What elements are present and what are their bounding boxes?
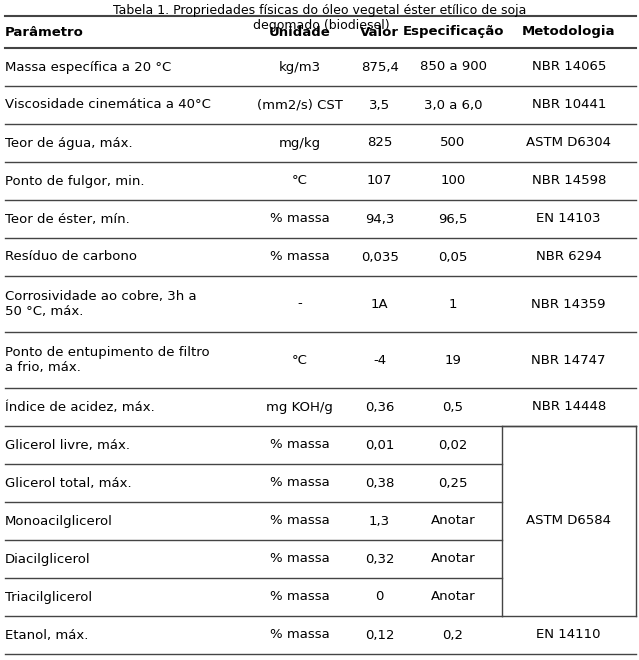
Text: 0,38: 0,38 [365,477,394,490]
Text: Massa específica a 20 °C: Massa específica a 20 °C [5,61,171,73]
Text: ASTM D6304: ASTM D6304 [526,137,612,150]
Text: 19: 19 [445,354,461,366]
Text: Corrosividade ao cobre, 3h a
50 °C, máx.: Corrosividade ao cobre, 3h a 50 °C, máx. [5,290,197,318]
Text: 0,01: 0,01 [365,438,394,451]
Text: Resíduo de carbono: Resíduo de carbono [5,251,137,263]
Text: % massa: % massa [270,213,330,226]
Text: % massa: % massa [270,591,330,603]
Text: NBR 14065: NBR 14065 [532,61,606,73]
Text: -4: -4 [373,354,386,366]
Text: 100: 100 [440,174,466,187]
Text: Metodologia: Metodologia [522,26,615,38]
Text: 1,3: 1,3 [369,515,390,527]
Text: Parâmetro: Parâmetro [5,26,84,38]
Text: 96,5: 96,5 [438,213,468,226]
Text: °C: °C [292,174,307,187]
Text: 3,5: 3,5 [369,98,390,112]
Text: 0,02: 0,02 [438,438,468,451]
Text: % massa: % massa [270,515,330,527]
Text: Anotar: Anotar [431,515,475,527]
Text: (mm2/s) CST: (mm2/s) CST [257,98,343,112]
Text: Teor de éster, mín.: Teor de éster, mín. [5,213,130,226]
Text: Tabela 1. Propriedades físicas do óleo vegetal éster etílico de soja
 degomado (: Tabela 1. Propriedades físicas do óleo v… [113,4,526,32]
Text: % massa: % massa [270,251,330,263]
Text: Triacilglicerol: Triacilglicerol [5,591,92,603]
Text: °C: °C [292,354,307,366]
Text: 107: 107 [367,174,392,187]
Text: Ponto de entupimento de filtro
a frio, máx.: Ponto de entupimento de filtro a frio, m… [5,346,210,374]
Text: 875,4: 875,4 [360,61,399,73]
Text: EN 14110: EN 14110 [537,628,601,642]
Text: 3,0 a 6,0: 3,0 a 6,0 [424,98,482,112]
Text: Ponto de fulgor, min.: Ponto de fulgor, min. [5,174,144,187]
Text: Glicerol livre, máx.: Glicerol livre, máx. [5,438,130,451]
Text: EN 14103: EN 14103 [537,213,601,226]
Text: 500: 500 [440,137,466,150]
Text: 0,5: 0,5 [443,401,463,414]
Text: 825: 825 [367,137,392,150]
Text: Anotar: Anotar [431,552,475,566]
Text: 94,3: 94,3 [365,213,394,226]
Text: % massa: % massa [270,438,330,451]
Text: Valor: Valor [360,26,399,38]
Text: mg KOH/g: mg KOH/g [266,401,333,414]
Text: Índice de acidez, máx.: Índice de acidez, máx. [5,401,155,414]
Text: NBR 14747: NBR 14747 [532,354,606,366]
Text: Glicerol total, máx.: Glicerol total, máx. [5,477,132,490]
Text: 0,2: 0,2 [443,628,463,642]
Text: Teor de água, máx.: Teor de água, máx. [5,137,133,150]
Text: Viscosidade cinemática a 40°C: Viscosidade cinemática a 40°C [5,98,211,112]
Text: 0,05: 0,05 [438,251,468,263]
Text: NBR 14359: NBR 14359 [532,298,606,310]
Text: Etanol, máx.: Etanol, máx. [5,628,88,642]
Text: Unidade: Unidade [269,26,330,38]
Text: mg/kg: mg/kg [279,137,321,150]
Text: NBR 14598: NBR 14598 [532,174,606,187]
Text: kg/m3: kg/m3 [279,61,321,73]
Text: Anotar: Anotar [431,591,475,603]
Text: 850 a 900: 850 a 900 [420,61,486,73]
Text: Especificação: Especificação [403,26,504,38]
Text: Monoacilglicerol: Monoacilglicerol [5,515,113,527]
Text: % massa: % massa [270,628,330,642]
Text: NBR 14448: NBR 14448 [532,401,606,414]
Text: % massa: % massa [270,552,330,566]
Text: 0: 0 [375,591,384,603]
Text: 1: 1 [449,298,458,310]
Text: % massa: % massa [270,477,330,490]
Text: 0,25: 0,25 [438,477,468,490]
Text: 0,12: 0,12 [365,628,394,642]
Text: -: - [297,298,302,310]
Text: 0,32: 0,32 [365,552,394,566]
Text: NBR 6294: NBR 6294 [535,251,602,263]
Text: 0,035: 0,035 [360,251,399,263]
Text: NBR 10441: NBR 10441 [532,98,606,112]
Text: Diacilglicerol: Diacilglicerol [5,552,91,566]
Text: ASTM D6584: ASTM D6584 [526,515,612,527]
Text: 1A: 1A [371,298,389,310]
Text: 0,36: 0,36 [365,401,394,414]
